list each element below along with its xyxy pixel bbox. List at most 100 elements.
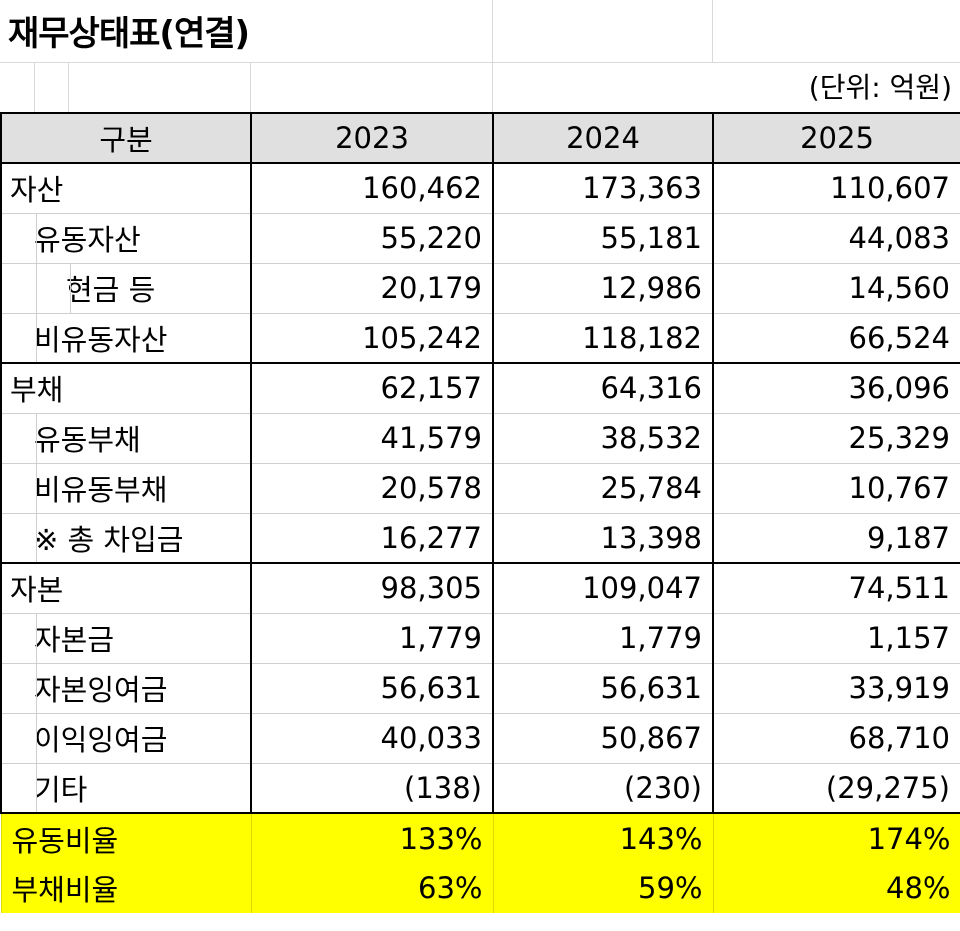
- value-cell: 14,560: [712, 262, 960, 313]
- row-label: 기타: [34, 772, 88, 807]
- value-cell: 1,779: [250, 612, 494, 663]
- table-row: 기타 (138) (230) (29,275): [0, 762, 960, 814]
- table-row: 자산 160,462 173,363 110,607: [0, 162, 960, 213]
- gridline: [712, 0, 713, 62]
- gridline: [492, 0, 493, 62]
- value-cell: 1,779: [492, 612, 714, 663]
- column-header-year: 2025: [712, 112, 960, 164]
- row-label: 비유동부채: [34, 473, 168, 507]
- value-cell: 98,305: [250, 562, 494, 613]
- ratio-value: 174%: [712, 813, 960, 863]
- gridline: [0, 62, 960, 63]
- row-label-cell: 자본금: [0, 612, 252, 663]
- value-cell: 74,511: [712, 562, 960, 613]
- value-cell: 25,784: [492, 462, 714, 513]
- table-row: 이익잉여금 40,033 50,867 68,710: [0, 712, 960, 763]
- value-cell: (230): [492, 762, 714, 814]
- gridline: [34, 62, 35, 112]
- value-cell: 55,181: [492, 212, 714, 263]
- value-cell: 41,579: [250, 412, 494, 463]
- ratio-value: 143%: [492, 813, 714, 863]
- row-label: 자본금: [34, 623, 115, 657]
- ratio-value: 59%: [492, 863, 714, 913]
- gridline: [70, 263, 71, 313]
- column-header-year: 2024: [492, 112, 714, 164]
- gridline: [36, 263, 37, 313]
- value-cell: 33,919: [712, 662, 960, 713]
- row-label-cell: ※ 총 차입금: [0, 512, 252, 563]
- row-label: 유동부채: [34, 423, 141, 457]
- financial-table: 구분 2023 2024 2025 자산 160,462 173,363 110,60…: [0, 112, 960, 913]
- gridline: [68, 62, 69, 112]
- gridline: [36, 763, 37, 812]
- table-row: 유동부채 41,579 38,532 25,329: [0, 412, 960, 463]
- value-cell: (29,275): [712, 762, 960, 814]
- value-cell: 44,083: [712, 212, 960, 263]
- row-label-cell: 비유동부채: [0, 462, 252, 513]
- table-row: 비유동부채 20,578 25,784 10,767: [0, 462, 960, 513]
- value-cell: 16,277: [250, 512, 494, 563]
- table-row: 자본 98,305 109,047 74,511: [0, 562, 960, 613]
- row-label: 자본: [10, 573, 64, 608]
- ratio-value: 133%: [250, 813, 494, 863]
- value-cell: 105,242: [250, 312, 494, 363]
- value-cell: 9,187: [712, 512, 960, 563]
- row-label-cell: 부채: [0, 362, 252, 413]
- value-cell: 25,329: [712, 412, 960, 463]
- value-cell: 10,767: [712, 462, 960, 513]
- value-cell: 64,316: [492, 362, 714, 413]
- row-label-cell: 기타: [0, 762, 252, 814]
- gridline: [36, 313, 37, 362]
- value-cell: 38,532: [492, 412, 714, 463]
- value-cell: (138): [250, 762, 494, 814]
- gridline: [250, 62, 251, 112]
- value-cell: 68,710: [712, 712, 960, 763]
- row-label: 부채: [10, 373, 64, 408]
- gridline: [36, 713, 37, 763]
- value-cell: 66,524: [712, 312, 960, 363]
- row-label: 유동자산: [34, 223, 141, 257]
- value-cell: 173,363: [492, 162, 714, 213]
- ratio-row: 유동비율 133% 143% 174%: [0, 813, 960, 863]
- row-label-cell: 유동자산: [0, 212, 252, 263]
- column-header-label: 구분: [0, 112, 252, 164]
- value-cell: 20,578: [250, 462, 494, 513]
- row-label-cell: 비유동자산: [0, 312, 252, 363]
- value-cell: 109,047: [492, 562, 714, 613]
- table-header-row: 구분 2023 2024 2025: [0, 112, 960, 164]
- row-label-cell: 유동부채: [0, 412, 252, 463]
- ratio-label: 부채비율: [0, 863, 252, 913]
- gridline: [36, 613, 37, 663]
- value-cell: 36,096: [712, 362, 960, 413]
- table-row: ※ 총 차입금 16,277 13,398 9,187: [0, 512, 960, 563]
- gridline: [36, 413, 37, 463]
- value-cell: 62,157: [250, 362, 494, 413]
- value-cell: 55,220: [250, 212, 494, 263]
- row-label-cell: 자본잉여금: [0, 662, 252, 713]
- row-label-cell: 자본: [0, 562, 252, 613]
- value-cell: 160,462: [250, 162, 494, 213]
- ratio-value: 48%: [712, 863, 960, 913]
- table-row: 유동자산 55,220 55,181 44,083: [0, 212, 960, 263]
- table-row: 비유동자산 105,242 118,182 66,524: [0, 312, 960, 363]
- value-cell: 50,867: [492, 712, 714, 763]
- gridline: [36, 213, 37, 263]
- row-label: 이익잉여금: [34, 723, 168, 757]
- value-cell: 56,631: [250, 662, 494, 713]
- table-row: 부채 62,157 64,316 36,096: [0, 362, 960, 413]
- table-row: 자본잉여금 56,631 56,631 33,919: [0, 662, 960, 713]
- row-label-cell: 자산: [0, 162, 252, 213]
- value-cell: 118,182: [492, 312, 714, 363]
- value-cell: 13,398: [492, 512, 714, 563]
- gridline: [492, 62, 493, 112]
- row-label: 비유동자산: [34, 322, 168, 357]
- column-header-year: 2023: [250, 112, 494, 164]
- ratio-value: 63%: [250, 863, 494, 913]
- value-cell: 110,607: [712, 162, 960, 213]
- value-cell: 40,033: [250, 712, 494, 763]
- row-label: ※ 총 차입금: [34, 522, 184, 557]
- row-label: 자본잉여금: [34, 673, 168, 707]
- gridline: [36, 463, 37, 513]
- unit-label: (단위: 억원): [808, 71, 952, 104]
